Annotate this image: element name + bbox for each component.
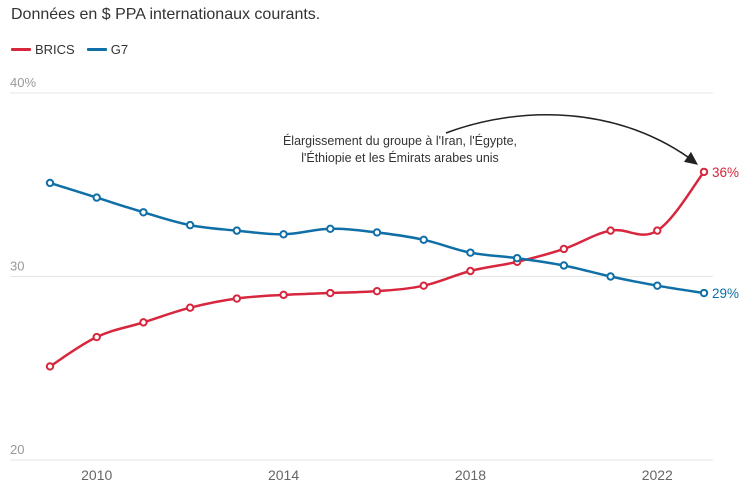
data-point-brics xyxy=(372,286,382,296)
data-point-g7 xyxy=(606,272,615,281)
data-point-brics xyxy=(606,226,615,235)
data-point-g7 xyxy=(45,178,55,188)
legend-item-brics: BRICS xyxy=(11,42,75,57)
data-point-brics xyxy=(559,244,569,254)
data-point-brics xyxy=(185,303,195,312)
data-point-brics xyxy=(92,332,101,342)
data-point-g7 xyxy=(653,281,662,290)
data-point-g7 xyxy=(372,228,382,237)
end-label-brics: 36% xyxy=(712,165,739,180)
data-point-g7 xyxy=(92,193,101,202)
data-point-g7 xyxy=(326,224,335,233)
chart-subtitle: Données en $ PPA internationaux courants… xyxy=(11,6,321,23)
legend-item-g7: G7 xyxy=(86,42,129,57)
end-label-g7: 29% xyxy=(712,286,739,301)
x-tick-label: 2014 xyxy=(268,467,299,483)
annotation-arrow xyxy=(445,113,697,164)
data-point-g7 xyxy=(699,288,709,298)
data-point-brics xyxy=(466,266,475,276)
data-point-g7 xyxy=(419,235,428,245)
data-point-brics xyxy=(45,362,55,371)
data-point-g7 xyxy=(512,253,522,263)
annotation-text: l'Éthiopie et les Émirats arabes unis xyxy=(301,150,499,165)
data-point-g7 xyxy=(139,208,148,217)
y-tick-label: 20 xyxy=(10,442,24,457)
y-tick-label: 30 xyxy=(10,259,24,274)
x-tick-label: 2022 xyxy=(642,467,673,483)
data-point-brics xyxy=(326,288,335,298)
legend-swatch-brics xyxy=(11,48,31,51)
y-tick-label: 40% xyxy=(10,75,36,90)
x-tick-label: 2010 xyxy=(81,467,112,483)
data-point-g7 xyxy=(279,230,288,239)
data-point-g7 xyxy=(232,226,242,235)
data-point-brics xyxy=(232,294,242,303)
data-point-brics xyxy=(279,290,288,300)
arrowhead-icon xyxy=(684,151,698,165)
legend-label-g7: G7 xyxy=(110,42,129,57)
data-point-brics xyxy=(653,226,662,235)
legend-label-brics: BRICS xyxy=(35,42,75,57)
annotation-text: Élargissement du groupe à l'Iran, l'Égyp… xyxy=(283,133,517,148)
data-point-brics xyxy=(699,167,709,177)
legend-swatch-g7 xyxy=(86,48,107,51)
data-point-g7 xyxy=(185,220,195,230)
data-point-brics xyxy=(139,318,148,327)
data-point-brics xyxy=(419,281,428,290)
data-point-g7 xyxy=(559,261,569,270)
x-tick-label: 2018 xyxy=(455,467,486,483)
data-point-g7 xyxy=(466,248,475,257)
legend: BRICS G7 xyxy=(11,42,128,57)
series-line-brics xyxy=(49,171,705,368)
